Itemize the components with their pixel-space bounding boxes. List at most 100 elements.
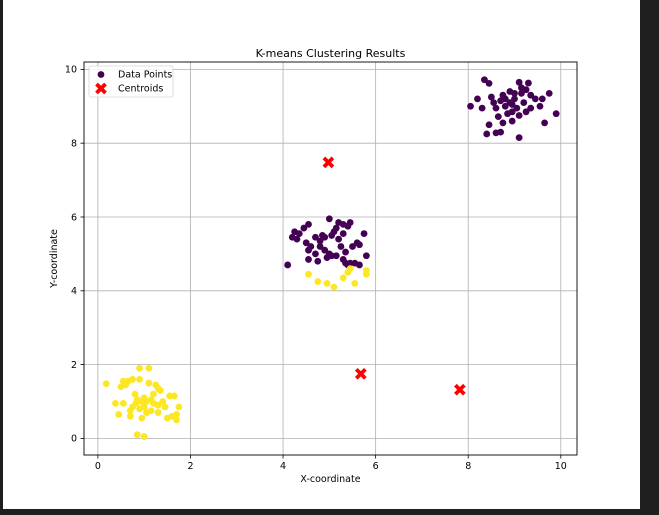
data-point-cluster-1 — [124, 377, 132, 385]
centroid-marker — [454, 383, 466, 396]
data-point-cluster-0 — [284, 261, 292, 269]
data-point-cluster-1 — [102, 380, 110, 388]
data-point-cluster-1 — [126, 412, 134, 420]
data-point-cluster-0 — [522, 108, 530, 116]
data-point-cluster-1 — [346, 265, 354, 273]
axis-ticks: 0 2 4 6 8 10 0 2 4 6 8 10 — [65, 65, 567, 472]
data-point-cluster-0 — [467, 102, 474, 110]
data-point-cluster-0 — [527, 91, 535, 99]
legend-x-mark — [95, 82, 107, 95]
data-point-cluster-1 — [330, 283, 338, 291]
data-point-cluster-0 — [518, 84, 525, 92]
chart-title: K-means Clustering Results — [256, 47, 406, 60]
data-point-cluster-0 — [541, 119, 548, 127]
data-point-cluster-1 — [133, 396, 141, 404]
centroid-markers — [322, 156, 466, 396]
data-point-cluster-1 — [323, 280, 331, 287]
data-point-cluster-0 — [293, 235, 301, 243]
y-axis-label: Y-coordinate — [49, 229, 60, 289]
x-tick-label: 4 — [280, 461, 286, 472]
data-point-cluster-0 — [538, 95, 546, 103]
data-point-cluster-0 — [527, 104, 535, 112]
y-tick-label: 0 — [71, 434, 77, 445]
data-point-cluster-0 — [312, 233, 319, 241]
data-point-cluster-0 — [360, 230, 368, 237]
data-point-cluster-0 — [485, 121, 493, 129]
data-point-cluster-0 — [545, 89, 553, 97]
data-point-cluster-0 — [492, 104, 500, 112]
data-point-cluster-0 — [494, 113, 502, 121]
data-point-cluster-0 — [524, 79, 532, 87]
data-point-cluster-0 — [346, 219, 354, 226]
data-point-cluster-0 — [515, 134, 523, 142]
data-point-cluster-0 — [295, 230, 303, 237]
legend: Data Points Centroids — [88, 65, 174, 98]
legend-marker-data-points — [97, 71, 105, 78]
data-point-cluster-1 — [131, 390, 139, 398]
y-tick-label: 2 — [71, 360, 77, 371]
data-point-cluster-1 — [147, 407, 155, 415]
data-point-cluster-0 — [483, 130, 491, 138]
data-point-cluster-0 — [305, 220, 312, 228]
centroid-marker — [354, 367, 367, 380]
data-point-cluster-1 — [140, 403, 148, 411]
y-tick-label: 8 — [71, 138, 77, 149]
data-point-cluster-0 — [474, 95, 481, 103]
data-point-cluster-0 — [490, 99, 498, 106]
data-point-cluster-1 — [362, 270, 370, 278]
data-point-cluster-0 — [520, 99, 528, 106]
x-tick-label: 2 — [187, 461, 193, 472]
legend-box — [88, 65, 174, 98]
data-point-cluster-1 — [156, 387, 164, 394]
data-point-cluster-0 — [511, 95, 518, 103]
data-point-cluster-1 — [314, 278, 322, 285]
data-point-cluster-0 — [307, 243, 315, 250]
y-tick-label: 10 — [65, 65, 77, 76]
data-point-cluster-0 — [481, 76, 488, 84]
data-point-cluster-1 — [119, 399, 127, 407]
data-point-cluster-0 — [362, 252, 370, 260]
data-point-cluster-0 — [552, 110, 560, 118]
data-point-cluster-0 — [513, 104, 521, 112]
data-point-cluster-1 — [112, 399, 119, 407]
data-point-cluster-1 — [173, 416, 180, 424]
data-point-cluster-1 — [305, 270, 312, 278]
data-point-cluster-0 — [487, 93, 495, 101]
data-point-cluster-1 — [159, 398, 167, 405]
data-point-cluster-0 — [321, 233, 329, 241]
x-tick-label: 6 — [373, 461, 379, 472]
data-point-cluster-1 — [138, 414, 146, 422]
data-point-cluster-0 — [339, 230, 347, 237]
data-point-cluster-0 — [501, 102, 509, 110]
data-point-cluster-1 — [115, 411, 123, 418]
data-point-cluster-1 — [150, 390, 157, 398]
legend-marker-centroids — [95, 82, 107, 95]
y-tick-label: 6 — [71, 212, 77, 223]
x-tick-label: 0 — [95, 461, 101, 472]
window-edge — [640, 0, 659, 515]
data-point-cluster-0 — [356, 241, 363, 249]
data-point-cluster-0 — [349, 243, 356, 250]
data-point-cluster-1 — [133, 431, 141, 439]
data-point-cluster-0 — [300, 224, 308, 232]
data-point-cluster-1 — [175, 403, 183, 411]
data-point-cluster-0 — [485, 80, 493, 87]
data-point-cluster-1 — [136, 364, 143, 372]
data-point-cluster-1 — [145, 379, 153, 387]
legend-label-centroids: Centroids — [118, 84, 163, 95]
data-point-cluster-0 — [506, 99, 514, 106]
data-point-cluster-0 — [325, 215, 333, 223]
data-point-cluster-0 — [518, 89, 525, 97]
centroid-marker — [322, 156, 335, 169]
data-point-cluster-1 — [339, 274, 347, 282]
data-point-cluster-0 — [321, 246, 329, 254]
data-point-cluster-1 — [161, 403, 169, 411]
data-point-cluster-0 — [314, 257, 322, 265]
data-point-cluster-0 — [515, 112, 523, 119]
plot-frame — [83, 61, 578, 456]
data-point-cluster-1 — [147, 396, 155, 404]
data-point-cluster-0 — [515, 78, 523, 86]
data-point-cluster-0 — [316, 237, 324, 245]
x-axis-label: X-coordinate — [300, 474, 360, 485]
data-point-cluster-1 — [154, 401, 162, 409]
